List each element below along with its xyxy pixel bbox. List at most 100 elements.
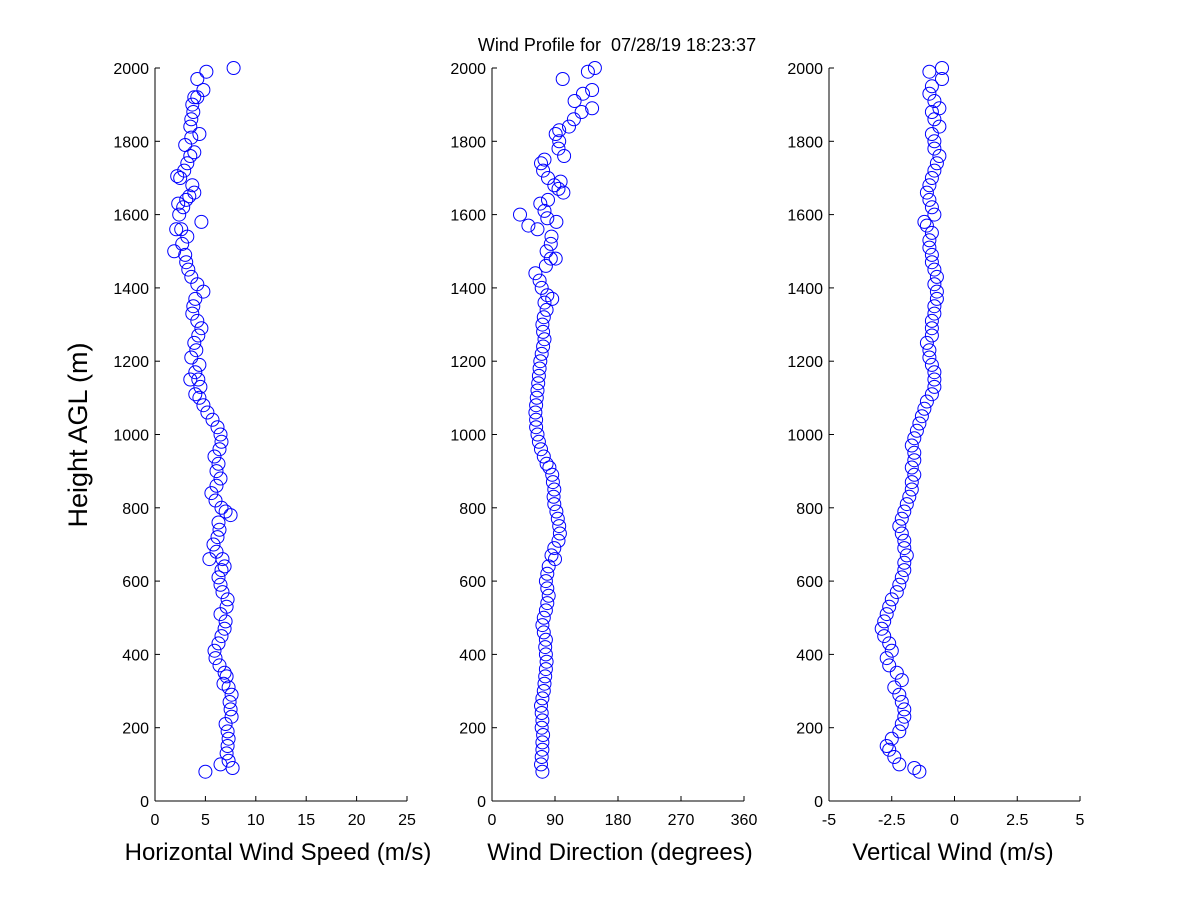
data-point [539, 244, 554, 259]
data-point [534, 706, 549, 720]
data-point [199, 64, 214, 79]
data-point [534, 750, 549, 764]
y-tick-label: 800 [122, 501, 149, 518]
data-point [536, 625, 551, 640]
data-point [187, 185, 202, 200]
data-point [528, 266, 543, 281]
data-point [897, 555, 912, 570]
data-point [907, 467, 922, 482]
data-point [217, 665, 232, 680]
data-point [211, 515, 226, 530]
y-tick-label: 1200 [450, 354, 486, 371]
data-point [924, 387, 939, 402]
data-point [919, 218, 934, 233]
data-point [535, 735, 550, 750]
x-tick-label: 25 [398, 812, 416, 829]
data-point [190, 72, 205, 86]
data-point [882, 742, 897, 757]
data-point [587, 61, 602, 75]
data-point [580, 64, 595, 79]
x-tick-label: 10 [247, 812, 265, 829]
data-point [919, 335, 934, 350]
data-point [534, 346, 549, 361]
data-point [214, 629, 229, 644]
data-point [932, 149, 947, 163]
data-point [213, 757, 228, 772]
x-tick-label: 15 [297, 812, 315, 829]
data-point [188, 365, 203, 380]
data-point [225, 761, 240, 775]
data-point [897, 541, 912, 556]
data-point [183, 119, 198, 134]
data-point [904, 475, 919, 490]
data-point [218, 614, 233, 629]
data-point [897, 563, 912, 578]
y-tick-label: 2000 [113, 61, 149, 78]
data-point [226, 61, 241, 75]
data-point [576, 86, 590, 101]
data-point [194, 214, 209, 229]
data-point [877, 614, 892, 629]
data-point [892, 687, 907, 702]
data-point [548, 251, 563, 266]
y-tick-label: 1400 [787, 281, 823, 298]
data-point [927, 141, 942, 156]
data-point [222, 695, 237, 709]
data-point [917, 401, 932, 416]
data-point [543, 236, 558, 251]
data-point [882, 636, 897, 651]
y-tick-label: 1000 [787, 428, 823, 445]
data-point [887, 750, 902, 764]
data-point [914, 409, 929, 424]
data-point [585, 101, 600, 116]
y-tick-label: 1200 [113, 354, 149, 371]
data-point [543, 251, 558, 266]
data-point [184, 269, 199, 284]
data-point [219, 669, 234, 684]
data-point [924, 171, 939, 185]
data-point [922, 343, 937, 358]
data-point [213, 471, 228, 486]
data-point [552, 519, 567, 534]
y-tick-label: 600 [122, 574, 149, 591]
data-point [171, 196, 186, 211]
x-tick-label: 90 [546, 812, 564, 829]
data-point [547, 497, 562, 512]
data-point [207, 449, 222, 464]
data-point [537, 332, 552, 347]
y-tick-label: 1400 [113, 281, 149, 298]
data-point [192, 127, 207, 141]
y-tick-label: 0 [814, 794, 823, 811]
data-point [209, 544, 224, 559]
data-point [907, 431, 922, 446]
data-point [909, 423, 924, 438]
data-point [935, 72, 949, 86]
data-point [924, 321, 939, 336]
data-point [179, 192, 194, 207]
data-point [530, 383, 545, 398]
data-point [537, 203, 552, 218]
data-point [544, 229, 559, 244]
y-axis-title: Height AGL (m) [63, 342, 93, 527]
data-point [566, 112, 581, 127]
data-point [185, 306, 200, 321]
data-point [220, 739, 235, 753]
y-tick-label: 1800 [450, 134, 486, 151]
data-point [929, 156, 944, 171]
data-point [535, 317, 550, 332]
data-point [929, 269, 944, 284]
data-point [529, 398, 544, 413]
data-point [211, 570, 226, 585]
x-tick-label: 180 [605, 812, 632, 829]
data-point [924, 105, 939, 119]
data-point [539, 456, 554, 471]
data-point [531, 434, 546, 449]
x-tick-label: -2.5 [878, 812, 906, 829]
data-point [513, 207, 527, 222]
x-tick-label: 2.5 [1006, 812, 1028, 829]
data-point [884, 643, 899, 658]
data-point [529, 420, 544, 435]
data-point [574, 105, 589, 119]
y-tick-label: 1600 [113, 208, 149, 225]
data-point [929, 291, 944, 306]
